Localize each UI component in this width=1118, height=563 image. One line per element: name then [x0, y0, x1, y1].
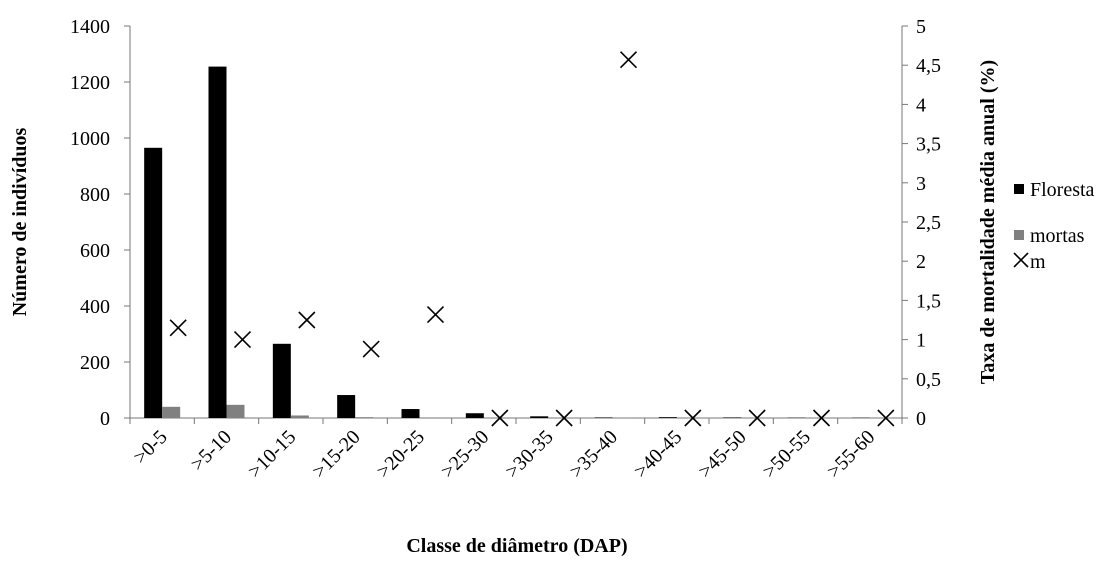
y2-tick-label: 4 — [916, 94, 926, 116]
marker-m-11 — [812, 409, 831, 427]
y2-axis-title: Taxa de mortalidade média anual (%) — [977, 60, 999, 384]
y2-tick-label: 3,5 — [916, 134, 941, 156]
x-tick-label: >35-40 — [566, 426, 623, 483]
y2-tick-label: 2,5 — [916, 212, 941, 234]
bar-floresta-8 — [594, 417, 613, 418]
bar-floresta-6 — [465, 413, 484, 418]
y2-tick-label: 1 — [916, 330, 926, 352]
y-tick-label: 1200 — [70, 72, 110, 94]
bar-floresta-1 — [144, 147, 163, 419]
bar-floresta-10 — [723, 417, 742, 418]
marker-m-1 — [169, 319, 187, 337]
y-tick-label: 1000 — [70, 128, 110, 150]
x-axis-ticks: >0-5 >5-10 >10-15 >15-20 >20-25 >25-30 >30-35 >… — [129, 418, 903, 483]
y-tick-label: 600 — [80, 240, 110, 262]
x-tick-label: >55-60 — [823, 426, 880, 483]
x-tick-label: >40-45 — [630, 426, 687, 483]
y2-tick-label: 1,5 — [916, 290, 941, 312]
y-tick-label: 0 — [100, 408, 110, 430]
y2-tick-label: 0 — [916, 408, 926, 430]
bar-floresta-3 — [272, 343, 291, 418]
y-tick-label: 400 — [80, 296, 110, 318]
y-tick-label: 1400 — [70, 16, 110, 38]
x-tick-label: >25-30 — [437, 426, 494, 483]
marker-m-2 — [233, 331, 252, 349]
x-tick-label: >0-5 — [129, 426, 171, 468]
y2-axis-ticks: 0 0,5 1 1,5 2 2,5 3 3,5 4 4,5 5 — [902, 16, 941, 430]
x-tick-label: >45-50 — [694, 426, 751, 483]
bars — [144, 66, 870, 419]
y-tick-label: 800 — [80, 184, 110, 206]
marker-m-9 — [684, 409, 702, 427]
marker-m-7 — [555, 409, 573, 427]
y-axis-title: Número de indivíduos — [9, 128, 31, 317]
y2-tick-label: 5 — [916, 16, 926, 38]
y2-tick-label: 3 — [916, 173, 926, 195]
legend-marker-m — [1013, 252, 1029, 268]
x-tick-label: >50-55 — [759, 426, 816, 483]
y2-tick-label: 2 — [916, 251, 926, 273]
marker-m-8 — [619, 51, 638, 69]
x-tick-label: >10-15 — [244, 426, 301, 483]
marker-m-10 — [748, 409, 766, 427]
legend-label-mortas: mortas — [1030, 225, 1085, 247]
bar-mortas-4 — [355, 417, 374, 418]
legend-swatch-floresta — [1014, 184, 1024, 194]
bar-floresta-7 — [530, 416, 549, 418]
legend-swatch-mortas — [1014, 230, 1024, 240]
axes — [129, 26, 903, 419]
bar-mortas-3 — [290, 415, 309, 418]
y-axis-ticks: 0 200 400 600 800 1000 1200 1400 — [70, 16, 130, 430]
marker-m-4 — [362, 340, 380, 358]
bar-floresta-9 — [658, 417, 677, 418]
x-tick-label: >30-35 — [501, 426, 558, 483]
markers — [169, 51, 895, 427]
legend-label-floresta: Floresta — [1030, 179, 1095, 201]
x-axis-title: Classe de diâmetro (DAP) — [406, 535, 627, 557]
legend: Floresta mortas m — [1013, 179, 1095, 273]
x-tick-label: >20-25 — [373, 426, 430, 483]
y2-tick-label: 4,5 — [916, 55, 941, 77]
marker-m-5 — [426, 305, 445, 324]
bar-mortas-2 — [226, 404, 245, 418]
y2-tick-label: 0,5 — [916, 369, 941, 391]
bar-mortas-1 — [162, 406, 181, 418]
x-tick-label: >15-20 — [308, 426, 365, 483]
marker-m-12 — [877, 409, 895, 427]
y-tick-label: 200 — [80, 352, 110, 374]
bar-floresta-5 — [401, 409, 420, 418]
bar-floresta-4 — [337, 395, 356, 418]
bar-floresta-2 — [208, 66, 227, 418]
legend-label-m: m — [1030, 251, 1046, 273]
x-tick-label: >5-10 — [187, 426, 236, 475]
marker-m-6 — [491, 409, 509, 427]
bar-mortas-5 — [419, 417, 438, 418]
marker-m-3 — [298, 311, 316, 329]
